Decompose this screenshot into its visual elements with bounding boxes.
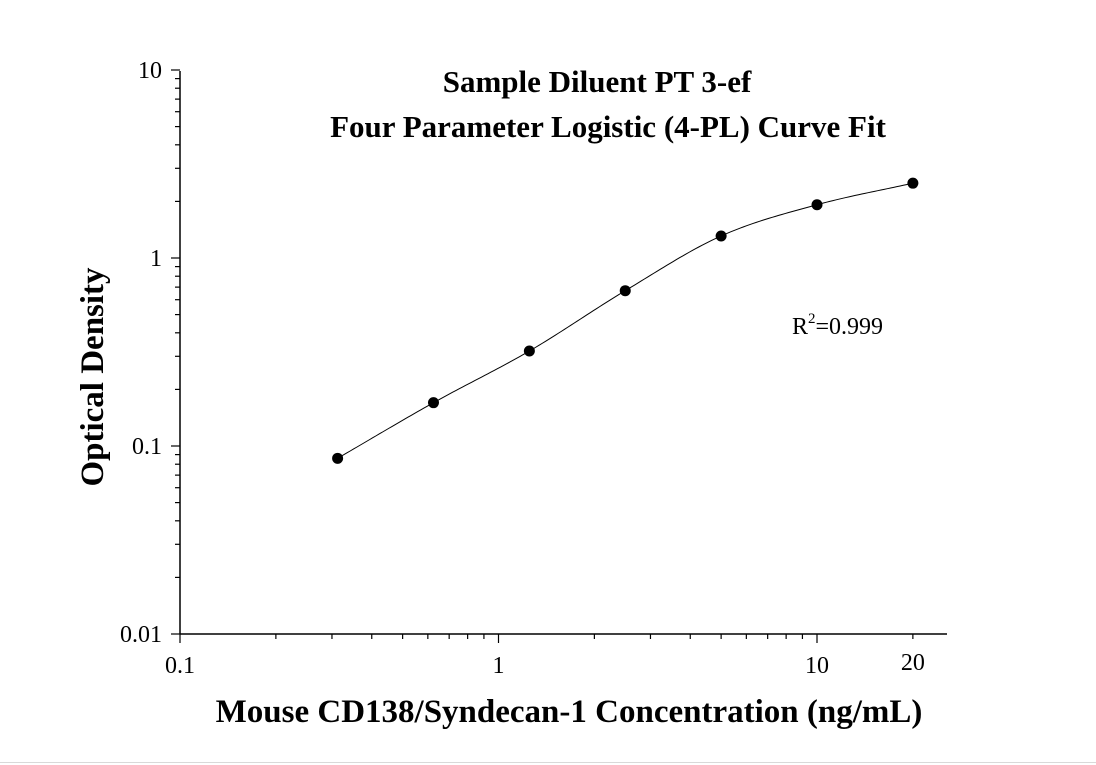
y-tick-label: 10 bbox=[138, 58, 162, 84]
data-point bbox=[332, 452, 344, 464]
r-squared-superscript: 2 bbox=[808, 311, 816, 327]
bottom-divider bbox=[0, 762, 1096, 763]
data-points bbox=[332, 177, 919, 464]
chart-title-line1: Sample Diluent PT 3-ef bbox=[443, 64, 752, 99]
x-tick-label: 20 bbox=[901, 650, 925, 676]
data-point bbox=[619, 285, 631, 297]
x-axis-label: Mouse CD138/Syndecan-1 Concentration (ng… bbox=[216, 694, 923, 730]
data-point bbox=[907, 177, 919, 189]
y-axis-label: Optical Density bbox=[75, 267, 111, 487]
data-point bbox=[715, 230, 727, 242]
y-tick-label: 0.1 bbox=[132, 434, 162, 460]
r-squared-value: =0.999 bbox=[816, 314, 884, 340]
x-tick-label: 1 bbox=[493, 653, 505, 679]
data-point bbox=[427, 397, 439, 409]
r-squared-annotation: R2=0.999 bbox=[792, 311, 883, 340]
x-tick-label: 10 bbox=[805, 653, 829, 679]
r-squared-base: R bbox=[792, 314, 808, 340]
chart-title-line2: Four Parameter Logistic (4-PL) Curve Fit bbox=[330, 109, 887, 144]
y-ticks: 0.01 0.1 1 10 bbox=[120, 58, 180, 648]
y-tick-label: 1 bbox=[150, 246, 162, 272]
data-point bbox=[811, 199, 823, 211]
x-ticks: 0.1 1 10 20 bbox=[165, 634, 925, 679]
data-point bbox=[523, 345, 535, 357]
y-tick-label: 0.01 bbox=[120, 622, 162, 648]
x-tick-label: 0.1 bbox=[165, 653, 195, 679]
